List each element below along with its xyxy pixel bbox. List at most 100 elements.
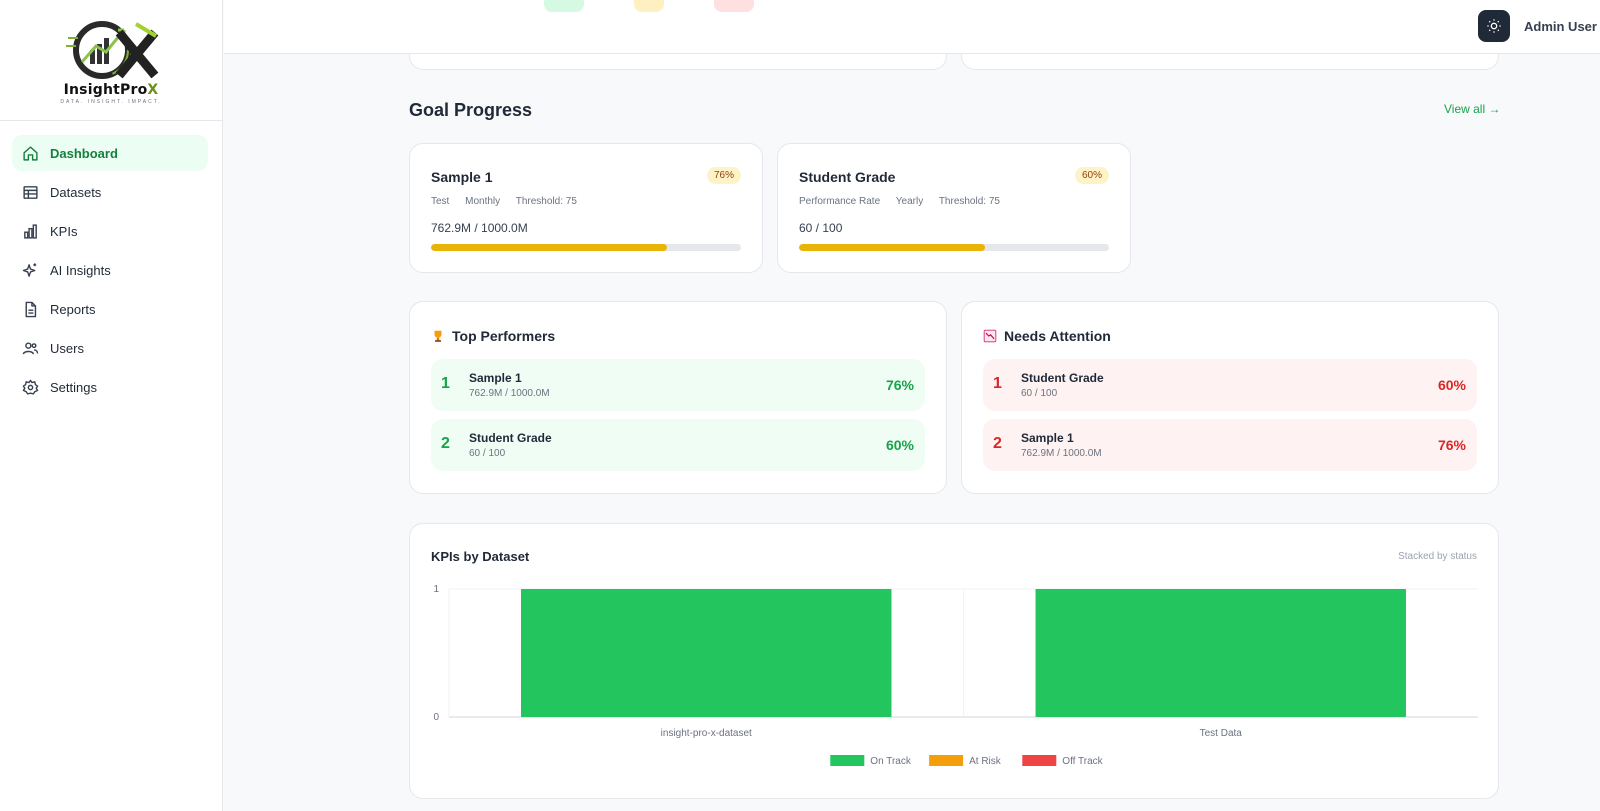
bar-chart-icon	[24, 223, 37, 239]
kpi-value: 762.9M / 1000.0M	[1021, 448, 1102, 459]
goal-progress-bar	[799, 244, 1109, 251]
goal-value: 60 / 100	[799, 221, 843, 235]
bar-on-track	[1035, 589, 1406, 717]
scrolled-content-fragment	[714, 0, 754, 12]
kpi-percent: 60%	[885, 437, 914, 453]
brand-logo[interactable]: InsightProX DATA. INSIGHT. IMPACT.	[0, 0, 222, 121]
goal-category: Test	[431, 196, 450, 207]
list-item[interactable]: 1 Sample 1 762.9M / 1000.0M 76%	[431, 359, 925, 411]
panel-title: Needs Attention	[983, 328, 1111, 344]
sidebar-item-kpis[interactable]: KPIs	[12, 213, 208, 249]
theme-toggle-button[interactable]	[1478, 10, 1510, 42]
sidebar-item-datasets[interactable]: Datasets	[12, 174, 208, 210]
chart-title: KPIs by Dataset	[431, 549, 530, 564]
top-performers-panel: Top Performers 1 Sample 1 762.9M / 1000.…	[409, 301, 947, 494]
home-icon	[23, 145, 38, 161]
kpi-name: Sample 1	[469, 371, 522, 385]
brand-name: InsightProX	[63, 81, 159, 98]
users-icon	[22, 341, 39, 354]
goal-progress-fill	[431, 244, 667, 251]
kpi-value: 762.9M / 1000.0M	[469, 388, 550, 399]
trophy-icon	[434, 330, 442, 342]
chart-down-icon	[983, 329, 997, 343]
goal-percent-badge: 76%	[706, 167, 741, 184]
goal-card[interactable]: Sample 1 76% Test Monthly Threshold: 75 …	[409, 143, 763, 273]
goal-progress-bar	[431, 244, 741, 251]
goal-name: Sample 1	[431, 169, 493, 185]
sparkles-icon	[22, 262, 37, 277]
kpis-by-dataset-chart-card: KPIs by Dataset Stacked by status 0 1 insi…	[409, 523, 1499, 799]
panel-title: Top Performers	[431, 328, 555, 344]
list-item[interactable]: 2 Sample 1 762.9M / 1000.0M 76%	[983, 419, 1477, 471]
legend-swatch	[929, 755, 964, 766]
legend-swatch	[830, 755, 865, 766]
goal-period: Yearly	[895, 196, 924, 207]
sidebar-item-label: Dashboard	[50, 145, 118, 161]
goal-meta: Test Monthly Threshold: 75	[431, 196, 590, 207]
kpi-name: Student Grade	[1021, 371, 1104, 385]
section-title-goal-progress: Goal Progress	[409, 100, 533, 120]
goal-card[interactable]: Student Grade 60% Performance Rate Yearl…	[777, 143, 1131, 273]
kpis-by-dataset-chart: 0 1 insight-pro-x-dataset Test Data On Track…	[433, 584, 1478, 767]
rank-number: 1	[441, 375, 450, 392]
legend-label: At Risk	[969, 756, 1002, 767]
kpi-value: 60 / 100	[1021, 388, 1058, 399]
sidebar-nav: Dashboard Datasets KPIs AI Insights Repo…	[0, 121, 222, 405]
goal-progress-fill	[799, 244, 985, 251]
goal-threshold: Threshold: 75	[938, 196, 1000, 207]
scrolled-card	[409, 54, 947, 70]
scrolled-card	[961, 54, 1499, 70]
chart-subtitle: Stacked by status	[1398, 551, 1477, 562]
sidebar-item-users[interactable]: Users	[12, 330, 208, 366]
user-menu[interactable]: Admin User	[1524, 19, 1597, 34]
sidebar-item-dashboard[interactable]: Dashboard	[12, 135, 208, 171]
sidebar-item-label: Reports	[50, 301, 96, 317]
sidebar-item-settings[interactable]: Settings	[12, 369, 208, 405]
list-item[interactable]: 1 Student Grade 60 / 100 60%	[983, 359, 1477, 411]
goal-category: Performance Rate	[799, 196, 881, 207]
list-item[interactable]: 2 Student Grade 60 / 100 60%	[431, 419, 925, 471]
kpi-percent: 76%	[1437, 437, 1466, 453]
file-icon	[25, 301, 37, 317]
sidebar-item-label: Datasets	[50, 184, 102, 200]
goal-name: Student Grade	[799, 169, 896, 185]
x-tick-label: insight-pro-x-dataset	[661, 728, 752, 739]
kpi-name: Sample 1	[1021, 431, 1074, 445]
sidebar-item-label: AI Insights	[50, 262, 111, 278]
goal-value: 762.9M / 1000.0M	[431, 221, 528, 235]
legend-swatch	[1022, 755, 1057, 766]
brand-tagline: DATA. INSIGHT. IMPACT.	[60, 98, 162, 105]
sidebar-item-label: KPIs	[50, 223, 78, 239]
legend-label: On Track	[870, 756, 912, 767]
needs-attention-panel: Needs Attention 1 Student Grade 60 / 100…	[961, 301, 1499, 494]
rank-number: 1	[993, 375, 1002, 392]
view-all-link[interactable]: View all →	[1444, 102, 1501, 116]
kpi-name: Student Grade	[469, 431, 552, 445]
bar-on-track	[521, 589, 892, 717]
top-header: Admin User	[224, 0, 1600, 54]
table-icon	[23, 185, 38, 199]
sidebar-item-ai-insights[interactable]: AI Insights	[12, 252, 208, 288]
goal-threshold: Threshold: 75	[515, 196, 577, 207]
kpi-value: 60 / 100	[469, 448, 506, 459]
goal-percent-badge: 60%	[1074, 167, 1109, 184]
logo-mark-icon	[66, 20, 159, 79]
goal-meta: Performance Rate Yearly Threshold: 75	[799, 196, 1013, 207]
kpi-percent: 76%	[885, 377, 914, 393]
scrolled-content-fragment	[544, 0, 584, 12]
sidebar-item-label: Users	[50, 340, 84, 356]
sun-icon	[1487, 19, 1501, 33]
kpi-percent: 60%	[1437, 377, 1466, 393]
x-tick-label: Test Data	[1200, 728, 1243, 739]
y-tick-label: 1	[433, 584, 439, 595]
sidebar-item-label: Settings	[50, 379, 97, 395]
rank-number: 2	[441, 435, 450, 452]
scrolled-content-fragment	[634, 0, 664, 12]
gear-icon	[22, 379, 39, 395]
y-tick-label: 0	[433, 712, 439, 723]
goal-period: Monthly	[465, 196, 501, 207]
legend-label: Off Track	[1062, 756, 1103, 767]
sidebar: InsightProX DATA. INSIGHT. IMPACT. Dashb…	[0, 0, 223, 811]
sidebar-item-reports[interactable]: Reports	[12, 291, 208, 327]
rank-number: 2	[993, 435, 1002, 452]
